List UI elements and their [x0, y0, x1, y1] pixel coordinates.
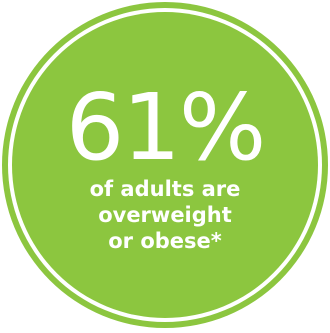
caption-line-1: of adults are — [89, 177, 241, 201]
caption-line-2: overweight — [98, 203, 232, 227]
badge-disc — [12, 12, 318, 318]
stat-caption: of adults are overweight or obese* — [0, 176, 330, 254]
stat-value: 61% — [65, 74, 266, 181]
caption-line-3: or obese* — [108, 229, 222, 253]
